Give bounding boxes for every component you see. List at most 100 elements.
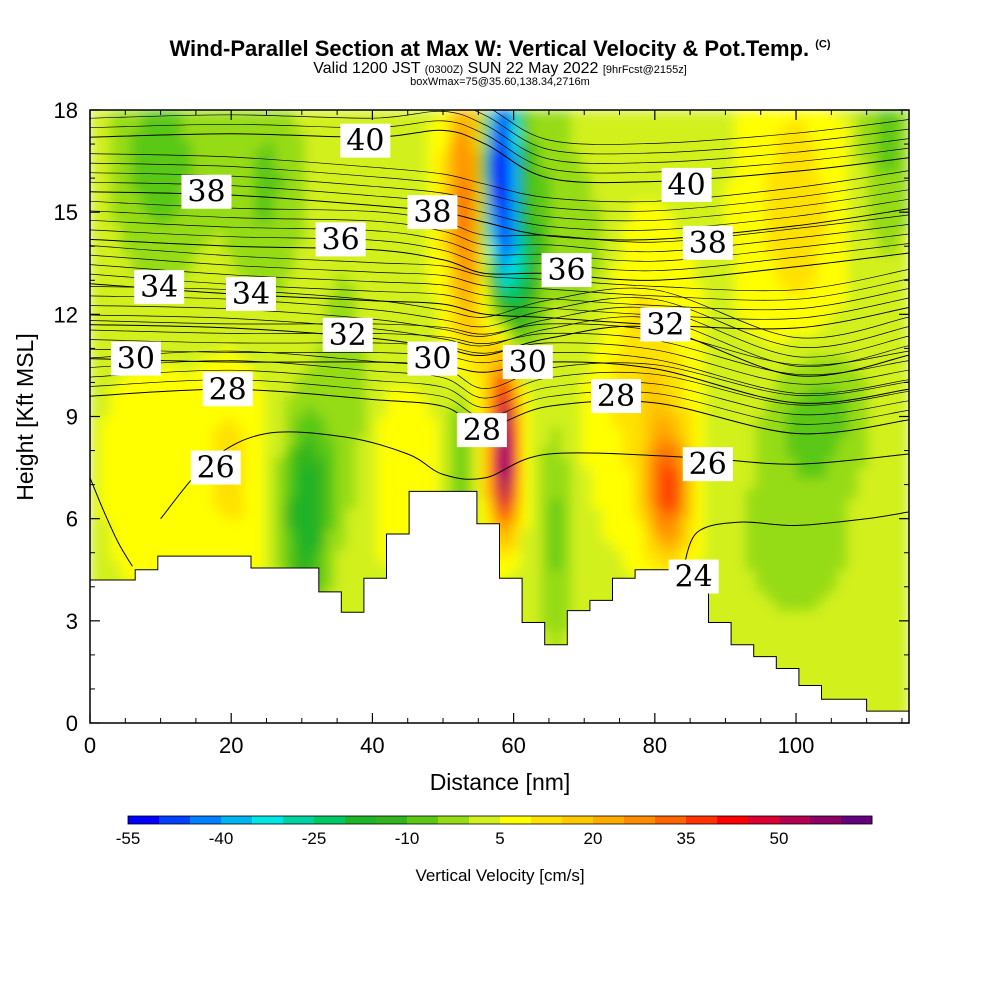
- velocity-cell: [857, 671, 869, 683]
- velocity-cell: [632, 528, 644, 540]
- velocity-cell: [601, 528, 613, 540]
- velocity-cell: [581, 457, 593, 469]
- velocity-cell: [560, 355, 572, 367]
- velocity-cell: [264, 365, 275, 377]
- velocity-cell: [663, 355, 675, 367]
- velocity-cell: [519, 263, 531, 275]
- velocity-cell: [458, 396, 470, 407]
- velocity-cell: [90, 253, 101, 264]
- velocity-cell: [591, 120, 603, 132]
- velocity-cell: [90, 293, 101, 305]
- velocity-cell: [427, 375, 439, 387]
- velocity-cell: [745, 324, 757, 336]
- velocity-cell: [161, 191, 173, 203]
- velocity-cell: [141, 508, 153, 520]
- velocity-cell: [223, 498, 234, 510]
- velocity-cell: [734, 120, 746, 132]
- velocity-cell: [151, 140, 163, 152]
- velocity-cell: [458, 171, 470, 183]
- velocity-cell: [366, 232, 378, 244]
- velocity-cell: [816, 651, 828, 663]
- velocity-cell: [632, 436, 644, 448]
- velocity-cell: [141, 385, 153, 397]
- velocity-cell: [560, 416, 572, 428]
- velocity-cell: [837, 181, 849, 193]
- velocity-cell: [714, 130, 726, 142]
- velocity-cell: [898, 201, 909, 213]
- velocity-cell: [479, 212, 490, 223]
- velocity-cell: [325, 191, 337, 203]
- velocity-cell: [724, 365, 736, 377]
- velocity-cell: [714, 488, 726, 499]
- velocity-cell: [796, 293, 808, 305]
- velocity-cell: [212, 334, 224, 346]
- velocity-cell: [632, 539, 644, 550]
- velocity-cell: [161, 150, 173, 162]
- velocity-cell: [837, 498, 849, 510]
- velocity-cell: [110, 130, 122, 142]
- velocity-cell: [325, 375, 337, 387]
- velocity-cell: [755, 263, 767, 275]
- velocity-cell: [171, 436, 183, 448]
- velocity-cell: [345, 201, 357, 213]
- velocity-cell: [878, 161, 890, 172]
- velocity-cell: [427, 396, 439, 407]
- velocity-cell: [417, 130, 429, 142]
- velocity-cell: [468, 273, 480, 285]
- velocity-cell: [714, 539, 726, 550]
- velocity-cell: [591, 528, 603, 540]
- velocity-cell: [356, 375, 368, 387]
- velocity-cell: [192, 528, 204, 540]
- velocity-cell: [489, 283, 501, 295]
- velocity-cell: [519, 488, 531, 499]
- velocity-cell: [591, 590, 603, 601]
- velocity-cell: [325, 467, 337, 479]
- isoline-label-box: [682, 225, 733, 260]
- velocity-cell: [530, 334, 542, 346]
- velocity-cell: [837, 232, 849, 244]
- velocity-cell: [868, 273, 879, 285]
- velocity-cell: [509, 212, 521, 223]
- velocity-cell: [796, 539, 808, 550]
- velocity-cell: [704, 436, 716, 448]
- velocity-cell: [775, 283, 787, 295]
- velocity-cell: [141, 396, 153, 407]
- velocity-cell: [397, 273, 408, 285]
- velocity-cell: [345, 518, 357, 530]
- velocity-cell: [796, 212, 808, 223]
- velocity-cell: [724, 559, 736, 571]
- velocity-cell: [581, 181, 593, 193]
- velocity-cell: [898, 273, 909, 285]
- velocity-cell: [110, 304, 122, 315]
- velocity-cell: [182, 416, 193, 428]
- velocity-cell: [243, 232, 255, 244]
- velocity-cell: [550, 314, 562, 326]
- theta-isoline-minor: [90, 320, 909, 366]
- isoline-label-text: 38: [187, 175, 225, 210]
- velocity-cell: [509, 436, 521, 448]
- velocity-cell: [888, 631, 900, 642]
- velocity-cell: [775, 120, 787, 132]
- velocity-cell: [120, 304, 132, 315]
- velocity-cell: [519, 222, 531, 234]
- velocity-cell: [141, 324, 153, 336]
- velocity-cell: [755, 610, 767, 622]
- velocity-cell: [796, 355, 808, 367]
- velocity-cell: [100, 539, 112, 550]
- velocity-cell: [192, 293, 204, 305]
- velocity-cell: [284, 355, 296, 367]
- velocity-cell: [376, 304, 388, 315]
- velocity-cell: [294, 242, 306, 254]
- velocity-cell: [601, 232, 613, 244]
- velocity-cell: [694, 334, 705, 346]
- velocity-cell: [479, 273, 490, 285]
- velocity-cell: [622, 549, 634, 561]
- velocity-cell: [837, 457, 849, 469]
- velocity-cell: [560, 549, 572, 561]
- velocity-cell: [714, 181, 726, 193]
- velocity-cell: [120, 426, 132, 438]
- velocity-cell: [499, 559, 511, 571]
- velocity-cell: [182, 314, 193, 326]
- velocity-cell: [182, 120, 193, 132]
- velocity-cell: [663, 130, 675, 142]
